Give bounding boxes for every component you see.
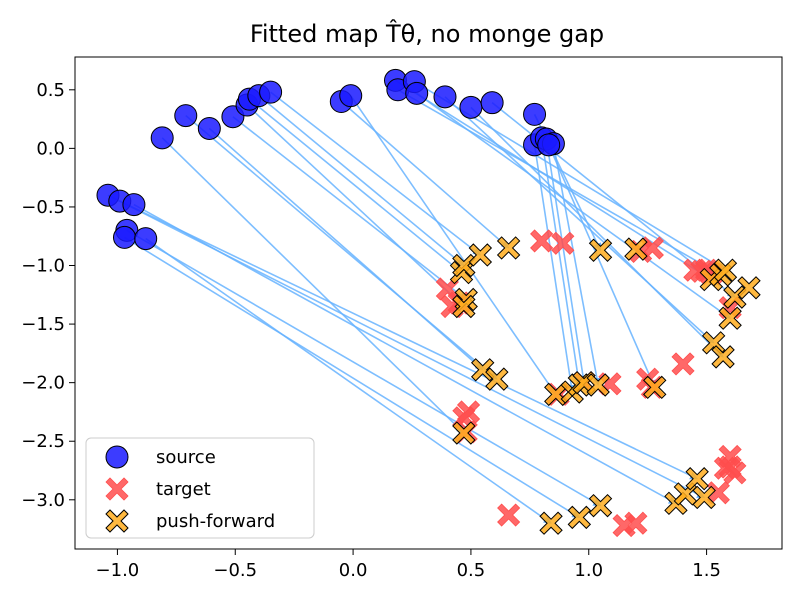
y-tick-label: −3.0 — [21, 490, 65, 511]
transport-arrow — [416, 92, 731, 319]
legend-label: push-forward — [156, 511, 275, 532]
legend-marker-source — [105, 445, 129, 469]
y-tick-label: −2.5 — [21, 431, 65, 452]
transport-arrow — [540, 137, 583, 386]
push-forward-point — [643, 375, 667, 400]
transport-arrow — [547, 144, 656, 389]
transport-arrow — [444, 96, 715, 344]
push-forward-point — [737, 276, 761, 300]
target-point — [497, 503, 521, 527]
source-point — [150, 126, 174, 150]
transport-arrow — [126, 229, 602, 507]
push-forward-point — [586, 373, 610, 397]
transport-arrow — [185, 114, 498, 380]
y-tick-label: −1.5 — [21, 314, 65, 335]
transport-arrow — [270, 91, 482, 256]
ticks-layer: −1.0 −0.5 0.0 0.5 1.0 1.5 0.5 0.0 −0.5 −1.0 −1.5 −2… — [21, 80, 721, 581]
transport-arrow — [350, 95, 557, 396]
transport-arrow — [248, 98, 463, 274]
x-tick-label: 1.5 — [692, 560, 721, 581]
y-tick-label: −2.0 — [21, 373, 65, 394]
push-forward-point — [588, 238, 613, 262]
legend-marker-target — [105, 477, 129, 501]
source-point — [480, 91, 504, 115]
target-point — [723, 461, 747, 485]
transport-arrow — [161, 137, 465, 434]
transport-arrow — [145, 237, 552, 524]
x-tick-label: 0.5 — [457, 560, 486, 581]
push-forward-point — [718, 306, 742, 330]
chart-title: Fitted map T̂θ, no monge gap — [250, 20, 604, 48]
y-tick-label: −1.0 — [21, 256, 65, 277]
push-forward-point — [468, 243, 493, 267]
push-forward-point — [452, 294, 476, 319]
transport-arrow — [397, 89, 722, 276]
transport-arrow — [133, 203, 677, 505]
transport-arrow — [119, 200, 699, 480]
push-forward-point — [624, 237, 648, 261]
points-layer — [96, 68, 761, 538]
push-forward-point — [485, 367, 509, 391]
legend-label: target — [156, 479, 211, 500]
source-point — [259, 80, 283, 104]
push-forward-point — [496, 236, 521, 260]
source-point — [112, 225, 136, 249]
push-forward-point — [588, 493, 613, 518]
transport-arrow — [208, 127, 484, 371]
y-tick-label: 0.0 — [36, 138, 65, 159]
push-forward-point — [567, 505, 592, 530]
transport-arrow — [470, 106, 724, 358]
push-forward-point — [452, 421, 476, 445]
source-point — [433, 85, 457, 109]
push-forward-point — [711, 345, 735, 369]
source-point — [523, 102, 547, 126]
transport-arrow — [340, 100, 510, 249]
target-point — [624, 511, 648, 535]
legend: source target push-forward — [85, 437, 315, 539]
push-forward-point — [452, 253, 476, 278]
plot-frame — [74, 56, 783, 550]
x-tick-label: 1.0 — [574, 560, 603, 581]
push-forward-point — [723, 285, 747, 309]
y-tick-label: −0.5 — [21, 197, 65, 218]
x-tick-label: −0.5 — [213, 560, 257, 581]
transport-arrow — [232, 116, 467, 301]
transport-arrow — [533, 144, 576, 394]
source-point — [459, 95, 483, 119]
legend-label: source — [156, 447, 216, 468]
transport-arrow — [258, 95, 465, 267]
transport-arrow — [246, 104, 465, 308]
target-point — [671, 352, 695, 376]
source-point — [339, 84, 363, 108]
source-point — [134, 227, 158, 251]
push-forward-point — [685, 467, 709, 491]
source-point — [537, 133, 561, 157]
transport-arrow — [552, 143, 601, 386]
source-point — [405, 81, 429, 105]
x-tick-label: 0.0 — [339, 560, 368, 581]
target-point — [551, 231, 575, 255]
target-point — [530, 229, 554, 253]
push-forward-point — [692, 485, 716, 510]
y-tick-label: 0.5 — [36, 80, 65, 101]
source-point — [197, 116, 221, 140]
legend-box — [85, 437, 315, 539]
source-point — [122, 193, 146, 217]
source-point — [174, 104, 198, 128]
legend-marker-push-forward — [105, 509, 129, 533]
x-tick-label: −1.0 — [96, 560, 140, 581]
push-forward-point — [713, 258, 738, 282]
transport-arrow — [545, 138, 587, 384]
transport-arrow — [124, 236, 581, 519]
push-forward-point — [539, 511, 563, 535]
